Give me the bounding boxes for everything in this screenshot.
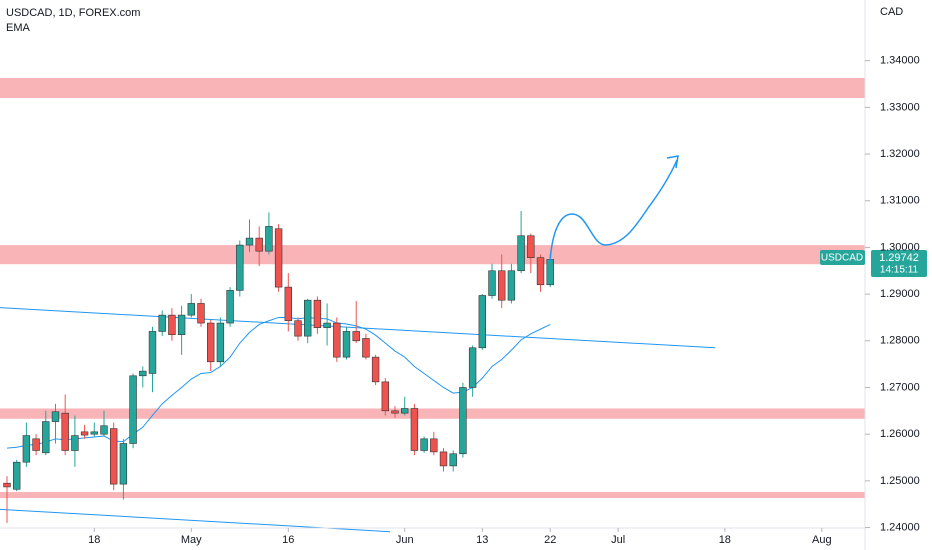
candle-body	[216, 322, 225, 363]
candles	[3, 211, 554, 523]
candle-body	[80, 431, 89, 436]
candle-body	[274, 228, 283, 288]
candle-body	[323, 322, 331, 329]
zone	[0, 245, 865, 265]
candle-body	[236, 244, 244, 291]
y-tick-label: 1.24000	[880, 521, 920, 533]
candle-body	[22, 435, 31, 463]
candle-body	[546, 259, 554, 286]
candle-body	[119, 443, 128, 485]
y-tick-label: 1.34000	[880, 55, 920, 67]
x-tick-label: Aug	[812, 534, 832, 546]
zones	[0, 77, 865, 499]
candle-body	[304, 299, 312, 337]
candle-body	[177, 314, 186, 336]
x-tick-label: May	[181, 534, 202, 546]
y-tick-label: 1.30000	[880, 241, 920, 253]
candle-body	[226, 290, 234, 324]
axis-unit: CAD	[880, 6, 903, 18]
candle-body	[148, 331, 157, 374]
candle-body	[294, 320, 302, 337]
candle-body	[401, 408, 409, 414]
candle-body	[333, 322, 341, 358]
zone	[0, 408, 865, 419]
y-tick-label: 1.29000	[880, 288, 920, 300]
candle-body	[245, 237, 254, 246]
candle-body	[352, 331, 360, 342]
last-price: 1.29742	[879, 252, 919, 264]
candle-body	[313, 299, 322, 329]
zone	[0, 492, 865, 499]
symbol-badge-text: USDCAD	[821, 253, 863, 264]
candle-body	[478, 295, 487, 349]
candle-body	[168, 314, 176, 336]
candle-body	[342, 331, 351, 358]
candle-body	[371, 356, 380, 383]
indicator-label: EMA	[6, 22, 31, 34]
candle-body	[468, 347, 477, 388]
candle-body	[129, 375, 137, 444]
trend-line	[0, 307, 716, 349]
y-tick-label: 1.32000	[880, 148, 920, 160]
forecast-arrow	[549, 159, 678, 263]
candle-body	[430, 438, 438, 453]
candle-body	[439, 451, 448, 467]
candle-body	[207, 322, 215, 363]
candle-body	[71, 435, 79, 451]
x-tick-label: 13	[476, 534, 488, 546]
candle-body	[51, 411, 60, 422]
x-tick-label: 18	[88, 534, 100, 546]
candle-body	[197, 303, 205, 324]
y-tick-label: 1.31000	[880, 195, 920, 207]
candle-body	[459, 387, 467, 455]
x-tick-label: 22	[544, 534, 556, 546]
x-tick-label: Jun	[396, 534, 414, 546]
candle-body	[42, 421, 50, 454]
candle-body	[527, 235, 535, 258]
candle-body	[265, 226, 273, 252]
y-tick-label: 1.25000	[880, 475, 920, 487]
candle-body	[410, 408, 419, 451]
price-tag	[871, 250, 927, 277]
candle-body	[362, 338, 370, 358]
candle-body	[449, 453, 457, 467]
candle-body	[32, 438, 40, 451]
chart-title: USDCAD, 1D, FOREX.com	[6, 7, 140, 19]
candle-body	[391, 410, 399, 414]
candle-body	[381, 381, 390, 412]
candle-body	[420, 438, 428, 451]
ema-line	[6, 316, 551, 449]
x-tick-label: 18	[719, 534, 731, 546]
candle-body	[12, 461, 21, 490]
countdown: 14:15:11	[880, 265, 919, 276]
symbol-badge	[820, 250, 865, 265]
x-tick-label: Jul	[611, 534, 625, 546]
candle-body	[187, 303, 195, 316]
candle-body	[536, 257, 545, 286]
y-tick-label: 1.27000	[880, 381, 920, 393]
y-tick-label: 1.33000	[880, 101, 920, 113]
candle-body	[284, 286, 292, 322]
y-tick-label: 1.26000	[880, 428, 920, 440]
y-tick-label: 1.28000	[880, 335, 920, 347]
candle-body	[517, 235, 525, 272]
candle-body	[488, 270, 496, 296]
candle-body	[100, 425, 108, 435]
candle-body	[3, 482, 11, 488]
candle-body	[498, 270, 506, 301]
candle-body	[90, 431, 98, 435]
arrow-head	[666, 155, 679, 169]
zone	[0, 77, 865, 99]
candle-body	[61, 412, 69, 451]
candle-body	[109, 428, 118, 485]
candle-body	[158, 314, 166, 332]
candle-body	[507, 270, 516, 301]
candle-body	[255, 237, 263, 252]
x-tick-label: 16	[282, 534, 294, 546]
candle-body	[139, 370, 147, 377]
